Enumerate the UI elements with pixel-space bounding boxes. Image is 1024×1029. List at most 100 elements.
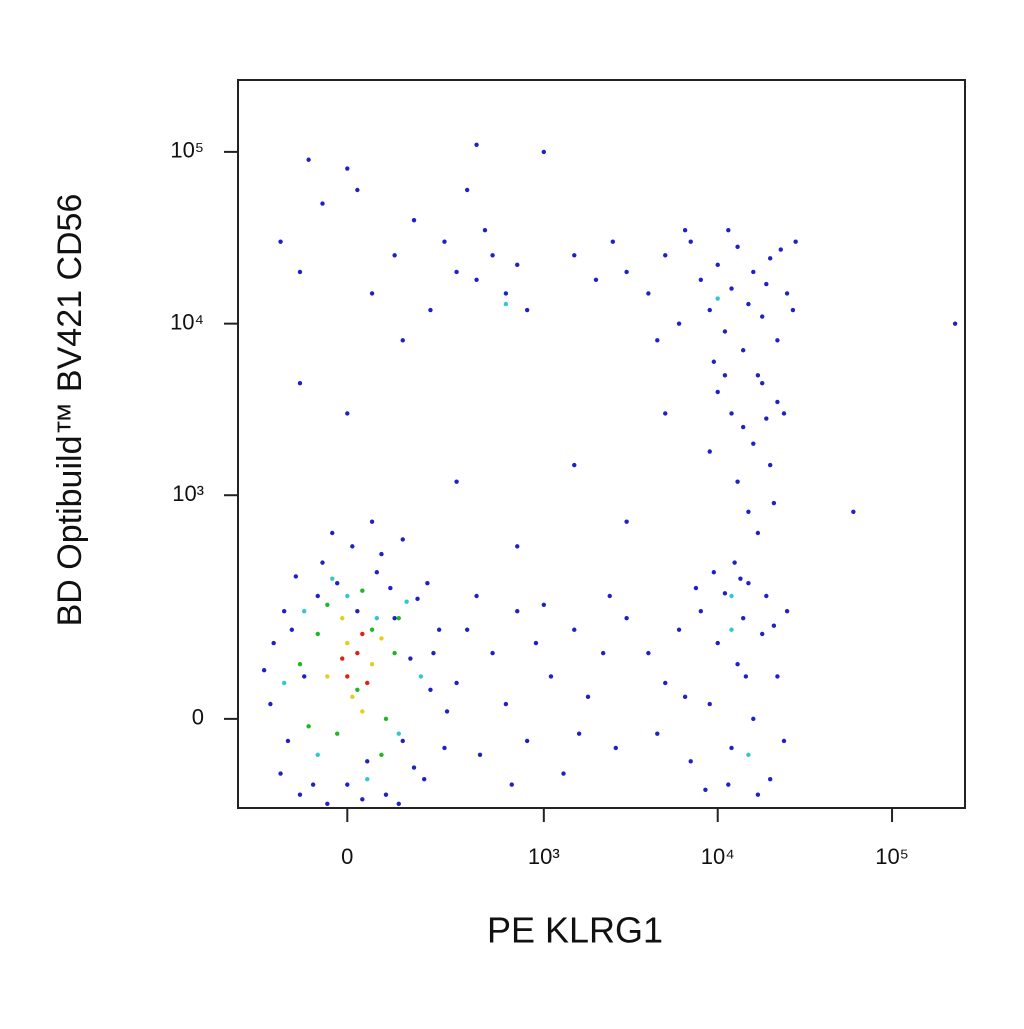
event-dot [320, 201, 325, 206]
event-dot [285, 738, 291, 744]
x-tick-label: 10³ [528, 844, 560, 869]
event-dot [306, 724, 311, 729]
event-dot [729, 411, 734, 416]
event-dot [293, 574, 299, 579]
event-dot [688, 759, 693, 764]
event-dot [676, 321, 682, 326]
event-dot [775, 674, 780, 679]
event-dot [746, 752, 751, 757]
event-dot [396, 731, 401, 736]
event-dot [755, 530, 761, 536]
event-dot [330, 576, 335, 581]
event-dot [781, 738, 787, 744]
event-dot [738, 576, 743, 581]
event-dot [760, 631, 765, 637]
event-dot [740, 348, 746, 353]
event-dot [271, 640, 276, 646]
event-dot [663, 680, 668, 686]
event-dot [379, 752, 384, 757]
event-dot [442, 745, 447, 751]
event-dot [760, 381, 765, 386]
event-dot [624, 269, 629, 275]
event-dot [261, 667, 267, 673]
event-dot [707, 307, 712, 313]
y-tick-label: 10⁴ [170, 309, 204, 334]
event-dot [743, 674, 749, 679]
event-dot [613, 745, 618, 751]
event-dot [345, 166, 350, 171]
event-dot [431, 650, 436, 656]
x-axis-label: PE KLRG1 [487, 910, 663, 951]
event-dot [515, 262, 520, 268]
event-dot [374, 570, 380, 575]
event-dot [524, 307, 530, 313]
event-dot [715, 640, 720, 646]
event-dot [315, 631, 320, 637]
event-dot [646, 650, 651, 656]
event-dot [408, 656, 413, 661]
event-dot [442, 239, 447, 244]
event-dot [335, 731, 340, 736]
event-dot [302, 674, 307, 679]
event-dot [726, 782, 731, 787]
event-dot [711, 570, 717, 575]
event-dot [509, 782, 514, 787]
plot-frame [237, 79, 966, 809]
event-dot [360, 797, 365, 802]
event-dot [751, 441, 756, 446]
event-dot [392, 615, 397, 621]
x-tick-label: 10⁴ [701, 844, 735, 869]
event-dot [345, 593, 350, 599]
event-dot [345, 782, 350, 787]
event-dot [775, 399, 780, 405]
event-dot [454, 269, 459, 275]
event-dot [503, 301, 509, 307]
event-dot [325, 674, 330, 679]
event-dot [360, 588, 365, 593]
event-dot [722, 591, 728, 596]
event-dot [715, 262, 720, 268]
event-dot [400, 338, 405, 343]
event-dot [310, 782, 316, 787]
event-dot [355, 187, 360, 193]
event-dot [297, 269, 303, 275]
event-dot [268, 701, 273, 707]
event-dot [607, 593, 612, 599]
event-dot [767, 256, 773, 261]
event-dot [729, 286, 734, 291]
event-dot [278, 771, 283, 776]
event-dot [355, 608, 360, 614]
event-dot [474, 142, 479, 147]
x-tick-label: 0 [341, 844, 353, 869]
event-dot [306, 157, 311, 162]
event-dot [428, 687, 433, 692]
event-dot [374, 615, 380, 621]
event-dot [610, 239, 616, 244]
event-dot [422, 777, 427, 782]
event-dot [345, 674, 350, 679]
event-dot [425, 581, 430, 586]
event-dot [771, 623, 777, 628]
event-dot [418, 674, 424, 679]
event-dot [729, 593, 734, 599]
event-dot [735, 662, 740, 667]
event-dot [302, 608, 307, 614]
event-dot [751, 269, 756, 275]
event-dot [767, 462, 773, 468]
event-dot [781, 411, 787, 416]
event-dot [682, 227, 688, 233]
event-dot [561, 771, 566, 776]
event-dot [482, 227, 488, 233]
event-dot [355, 650, 360, 656]
event-dot [444, 709, 450, 714]
event-dot [383, 792, 389, 797]
event-dot [281, 608, 287, 614]
event-dot [436, 627, 442, 632]
event-dot [464, 627, 470, 632]
event-dot [515, 544, 520, 549]
event-dot [735, 244, 740, 250]
event-dot [729, 627, 734, 632]
event-dot [729, 745, 734, 751]
y-tick-label: 10⁵ [170, 138, 204, 163]
